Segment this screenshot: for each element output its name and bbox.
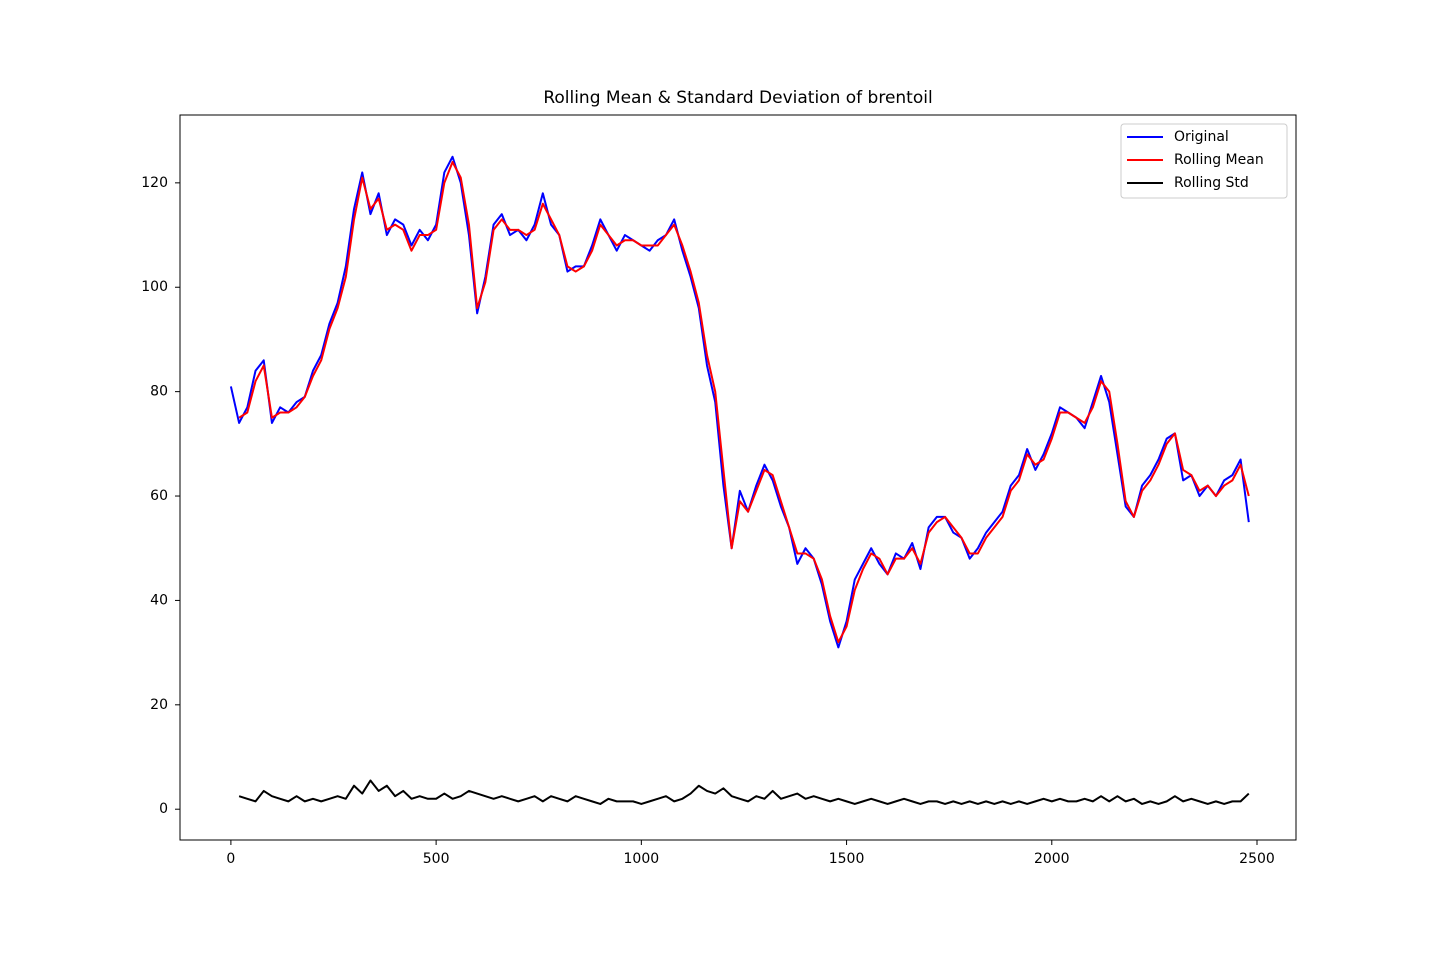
x-tick-label: 500 (423, 851, 450, 867)
x-tick-label: 1000 (624, 851, 660, 867)
legend-label: Rolling Std (1174, 175, 1249, 191)
x-tick-label: 1500 (829, 851, 865, 867)
series-line (238, 779, 1250, 805)
plot-frame (179, 114, 1297, 841)
y-tick-label: 60 (150, 488, 168, 504)
chart-title: Rolling Mean & Standard Deviation of bre… (543, 88, 932, 108)
series-line (229, 155, 1250, 649)
y-tick-label: 0 (159, 801, 168, 817)
legend-box (1120, 123, 1288, 199)
y-tick-label: 80 (150, 384, 168, 400)
y-tick-label: 20 (150, 697, 168, 713)
y-tick-label: 40 (150, 592, 168, 608)
x-tick-label: 0 (226, 851, 235, 867)
y-tick-label: 120 (141, 175, 168, 191)
x-tick-label: 2500 (1239, 851, 1275, 867)
legend-label: Rolling Mean (1174, 152, 1264, 168)
x-tick-label: 2000 (1034, 851, 1070, 867)
legend-label: Original (1174, 129, 1229, 145)
series-line (238, 160, 1250, 644)
y-tick-label: 100 (141, 279, 168, 295)
